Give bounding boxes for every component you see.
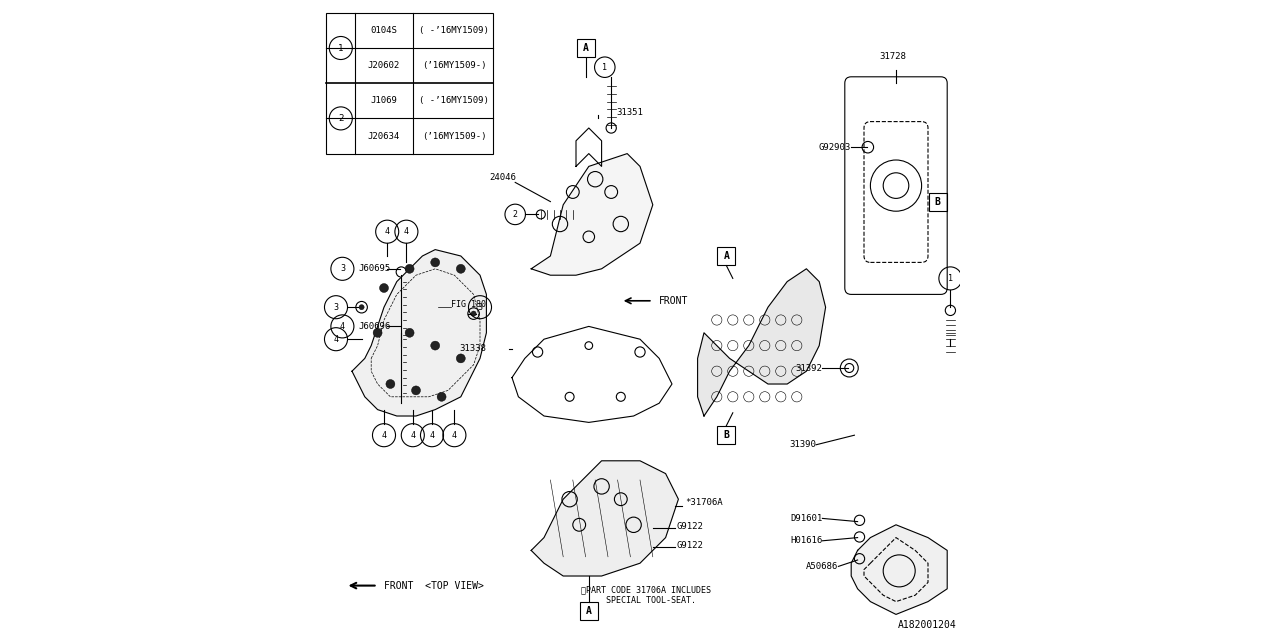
Circle shape (404, 264, 415, 273)
Text: 2: 2 (338, 114, 343, 123)
Text: 2: 2 (513, 210, 517, 219)
Text: ( -’16MY1509): ( -’16MY1509) (420, 26, 489, 35)
Text: A: A (723, 251, 730, 261)
Text: FIG.180: FIG.180 (452, 300, 486, 308)
Text: J20634: J20634 (367, 131, 401, 141)
Text: J20602: J20602 (367, 61, 401, 70)
Polygon shape (531, 154, 653, 275)
Text: 24046: 24046 (489, 173, 516, 182)
Text: A182001204: A182001204 (899, 620, 957, 630)
Text: A: A (586, 606, 591, 616)
Polygon shape (851, 525, 947, 614)
Text: 1: 1 (948, 274, 952, 283)
Text: 1: 1 (338, 44, 343, 52)
Text: 4: 4 (404, 227, 408, 236)
Circle shape (456, 264, 466, 273)
Text: 4: 4 (452, 431, 457, 440)
Text: ( -’16MY1509): ( -’16MY1509) (420, 96, 489, 106)
Circle shape (374, 328, 383, 337)
Circle shape (404, 328, 415, 337)
Text: (’16MY1509-): (’16MY1509-) (422, 131, 486, 141)
Bar (718, 426, 736, 444)
Text: *31706A: *31706A (685, 498, 722, 507)
Text: ※PART CODE 31706A INCLUDES
  SPECIAL TOOL-SEAT.: ※PART CODE 31706A INCLUDES SPECIAL TOOL-… (581, 586, 712, 605)
Text: 4: 4 (334, 335, 338, 344)
Circle shape (456, 354, 466, 363)
Text: B: B (934, 196, 941, 207)
Circle shape (430, 341, 440, 350)
Circle shape (436, 392, 447, 401)
Text: G9122: G9122 (677, 541, 703, 550)
Text: 31351: 31351 (617, 108, 643, 116)
Text: J60695: J60695 (358, 264, 390, 273)
Polygon shape (352, 250, 486, 416)
Text: 4: 4 (411, 431, 415, 440)
Bar (718, 247, 736, 265)
Text: 3: 3 (340, 264, 344, 273)
Text: 4: 4 (381, 431, 387, 440)
Text: A50686: A50686 (806, 562, 838, 571)
Circle shape (430, 258, 440, 267)
Text: 0104S: 0104S (371, 26, 397, 35)
Text: 3: 3 (334, 303, 338, 312)
Circle shape (412, 386, 420, 395)
Text: G92903: G92903 (819, 143, 851, 152)
Text: FRONT  <TOP VIEW>: FRONT <TOP VIEW> (384, 580, 484, 591)
Text: (’16MY1509-): (’16MY1509-) (422, 61, 486, 70)
Circle shape (358, 305, 365, 310)
Bar (576, 39, 594, 57)
Circle shape (471, 311, 476, 316)
Bar (580, 602, 598, 620)
Text: FRONT: FRONT (659, 296, 689, 306)
Text: 31728: 31728 (879, 52, 906, 61)
Text: 4: 4 (430, 431, 434, 440)
Text: B: B (723, 430, 730, 440)
Text: D91601: D91601 (790, 514, 823, 523)
Text: J60696: J60696 (358, 322, 390, 331)
Text: 4: 4 (385, 227, 389, 236)
Text: 1: 1 (603, 63, 607, 72)
Text: 31392: 31392 (796, 364, 823, 372)
Text: J1069: J1069 (371, 96, 397, 106)
Text: H01616: H01616 (790, 536, 823, 545)
Polygon shape (531, 461, 678, 576)
Text: 3: 3 (477, 303, 483, 312)
Polygon shape (698, 269, 826, 416)
Text: 31338: 31338 (460, 344, 486, 353)
Text: A: A (582, 43, 589, 53)
Text: 31390: 31390 (790, 440, 817, 449)
Bar (929, 193, 947, 211)
Circle shape (379, 284, 389, 292)
Circle shape (387, 380, 394, 388)
Bar (326, 13, 493, 154)
Text: 4: 4 (340, 322, 344, 331)
Text: G9122: G9122 (677, 522, 703, 531)
